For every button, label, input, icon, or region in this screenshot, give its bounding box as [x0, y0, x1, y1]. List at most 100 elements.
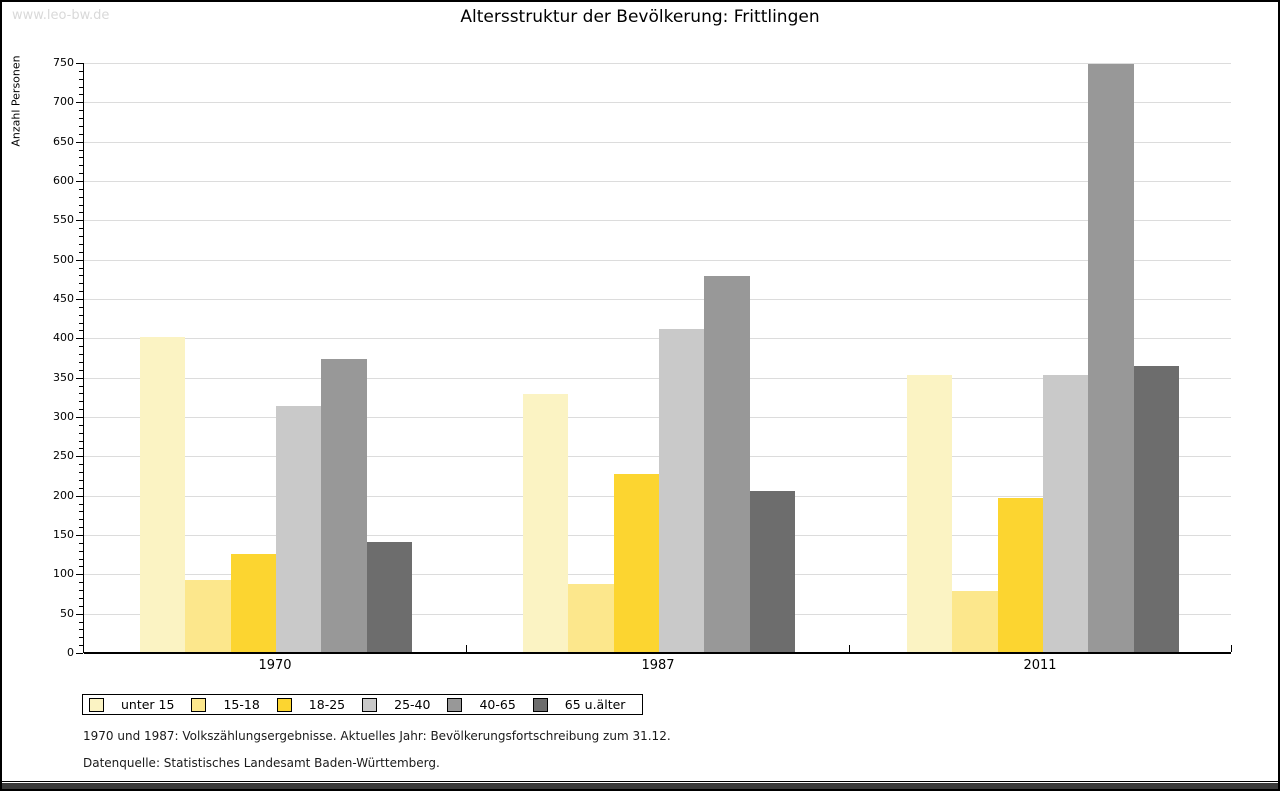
y-minor-tick-440 [79, 307, 83, 308]
x-section-tick-1970 [466, 645, 467, 652]
y-minor-tick-190 [79, 504, 83, 505]
legend-entry-unter-15: unter 15 [89, 697, 174, 712]
bar-2011-65-u.älter [1134, 366, 1179, 652]
legend: unter 15 15-18 18-25 25-40 40-65 65 u.älter [82, 694, 643, 715]
bar-1970-40-65 [321, 359, 367, 652]
y-minor-tick-90 [79, 582, 83, 583]
x-category-label-1987: 1987 [641, 658, 675, 673]
bar-1970-unter-15 [140, 337, 185, 652]
y-major-tick-450 [76, 299, 83, 300]
y-minor-tick-640 [79, 150, 83, 151]
chart-frame-bottom-line [2, 781, 1278, 782]
y-tick-label-50: 50 [60, 607, 74, 620]
chart-title: Altersstruktur der Bevölkerung: Frittlin… [460, 7, 820, 27]
y-minor-tick-10 [79, 645, 83, 646]
y-minor-tick-130 [79, 551, 83, 552]
y-minor-tick-430 [79, 315, 83, 316]
y-tick-label-300: 300 [53, 410, 74, 423]
y-minor-tick-310 [79, 409, 83, 410]
bar-1987-25-40 [659, 329, 704, 652]
y-minor-tick-40 [79, 622, 83, 623]
gridline-300 [84, 417, 1231, 418]
y-minor-tick-180 [79, 511, 83, 512]
y-major-tick-300 [76, 417, 83, 418]
y-minor-tick-470 [79, 283, 83, 284]
gridline-500 [84, 260, 1231, 261]
legend-label: 15-18 [223, 697, 260, 712]
gridline-450 [84, 299, 1231, 300]
y-major-tick-600 [76, 181, 83, 182]
y-minor-tick-390 [79, 346, 83, 347]
y-minor-tick-290 [79, 425, 83, 426]
y-major-tick-200 [76, 496, 83, 497]
legend-swatch-icon [276, 697, 292, 712]
y-tick-label-250: 250 [53, 449, 74, 462]
y-minor-tick-20 [79, 637, 83, 638]
y-major-tick-350 [76, 378, 83, 379]
bar-1987-40-65 [704, 276, 750, 652]
y-minor-tick-320 [79, 401, 83, 402]
y-minor-tick-520 [79, 244, 83, 245]
bar-1970-18-25 [231, 554, 276, 652]
y-minor-tick-380 [79, 354, 83, 355]
y-minor-tick-140 [79, 543, 83, 544]
bar-1970-15-18 [185, 580, 231, 652]
y-tick-label-450: 450 [53, 292, 74, 305]
y-axis-line [83, 63, 84, 653]
y-tick-label-100: 100 [53, 567, 74, 580]
legend-swatch-icon [362, 697, 378, 712]
y-minor-tick-230 [79, 472, 83, 473]
legend-label: 25-40 [394, 697, 431, 712]
y-minor-tick-510 [79, 252, 83, 253]
legend-entry-15-18: 15-18 [191, 697, 260, 712]
y-tick-label-150: 150 [53, 528, 74, 541]
bar-1970-25-40 [276, 406, 321, 652]
bar-1987-18-25 [614, 474, 659, 652]
legend-label: 18-25 [308, 697, 346, 712]
y-minor-tick-580 [79, 197, 83, 198]
legend-label: unter 15 [121, 697, 175, 712]
y-major-tick-0 [76, 653, 83, 654]
bar-1987-65-u.älter [750, 491, 795, 652]
gridline-400 [84, 338, 1231, 339]
y-minor-tick-460 [79, 291, 83, 292]
bar-2011-15-18 [952, 591, 998, 652]
gridline-750 [84, 63, 1231, 64]
gridline-250 [84, 456, 1231, 457]
bottom-bar [2, 783, 1278, 789]
legend-label: 40-65 [479, 697, 516, 712]
y-minor-tick-590 [79, 189, 83, 190]
y-minor-tick-730 [79, 79, 83, 80]
legend-entry-18-25: 18-25 [276, 697, 346, 712]
gridline-700 [84, 102, 1231, 103]
y-major-tick-550 [76, 220, 83, 221]
y-minor-tick-160 [79, 527, 83, 528]
y-minor-tick-530 [79, 236, 83, 237]
y-minor-tick-710 [79, 94, 83, 95]
y-minor-tick-210 [79, 488, 83, 489]
y-minor-tick-240 [79, 464, 83, 465]
legend-swatch-icon [191, 697, 207, 712]
y-minor-tick-30 [79, 629, 83, 630]
y-tick-label-200: 200 [53, 489, 74, 502]
bar-2011-25-40 [1043, 375, 1088, 652]
gridline-600 [84, 181, 1231, 182]
bar-2011-40-65 [1088, 64, 1134, 652]
y-tick-label-600: 600 [53, 174, 74, 187]
y-major-tick-250 [76, 456, 83, 457]
y-major-tick-500 [76, 260, 83, 261]
y-tick-label-400: 400 [53, 331, 74, 344]
gridline-350 [84, 378, 1231, 379]
legend-entry-65-u.älter: 65 u.älter [532, 697, 625, 712]
y-major-tick-50 [76, 614, 83, 615]
x-category-label-1970: 1970 [258, 658, 292, 673]
gridline-650 [84, 142, 1231, 143]
y-minor-tick-340 [79, 386, 83, 387]
bar-1987-unter-15 [523, 394, 568, 652]
y-minor-tick-270 [79, 441, 83, 442]
bar-1987-15-18 [568, 584, 614, 652]
y-tick-label-550: 550 [53, 213, 74, 226]
y-tick-label-750: 750 [53, 56, 74, 69]
y-minor-tick-660 [79, 134, 83, 135]
